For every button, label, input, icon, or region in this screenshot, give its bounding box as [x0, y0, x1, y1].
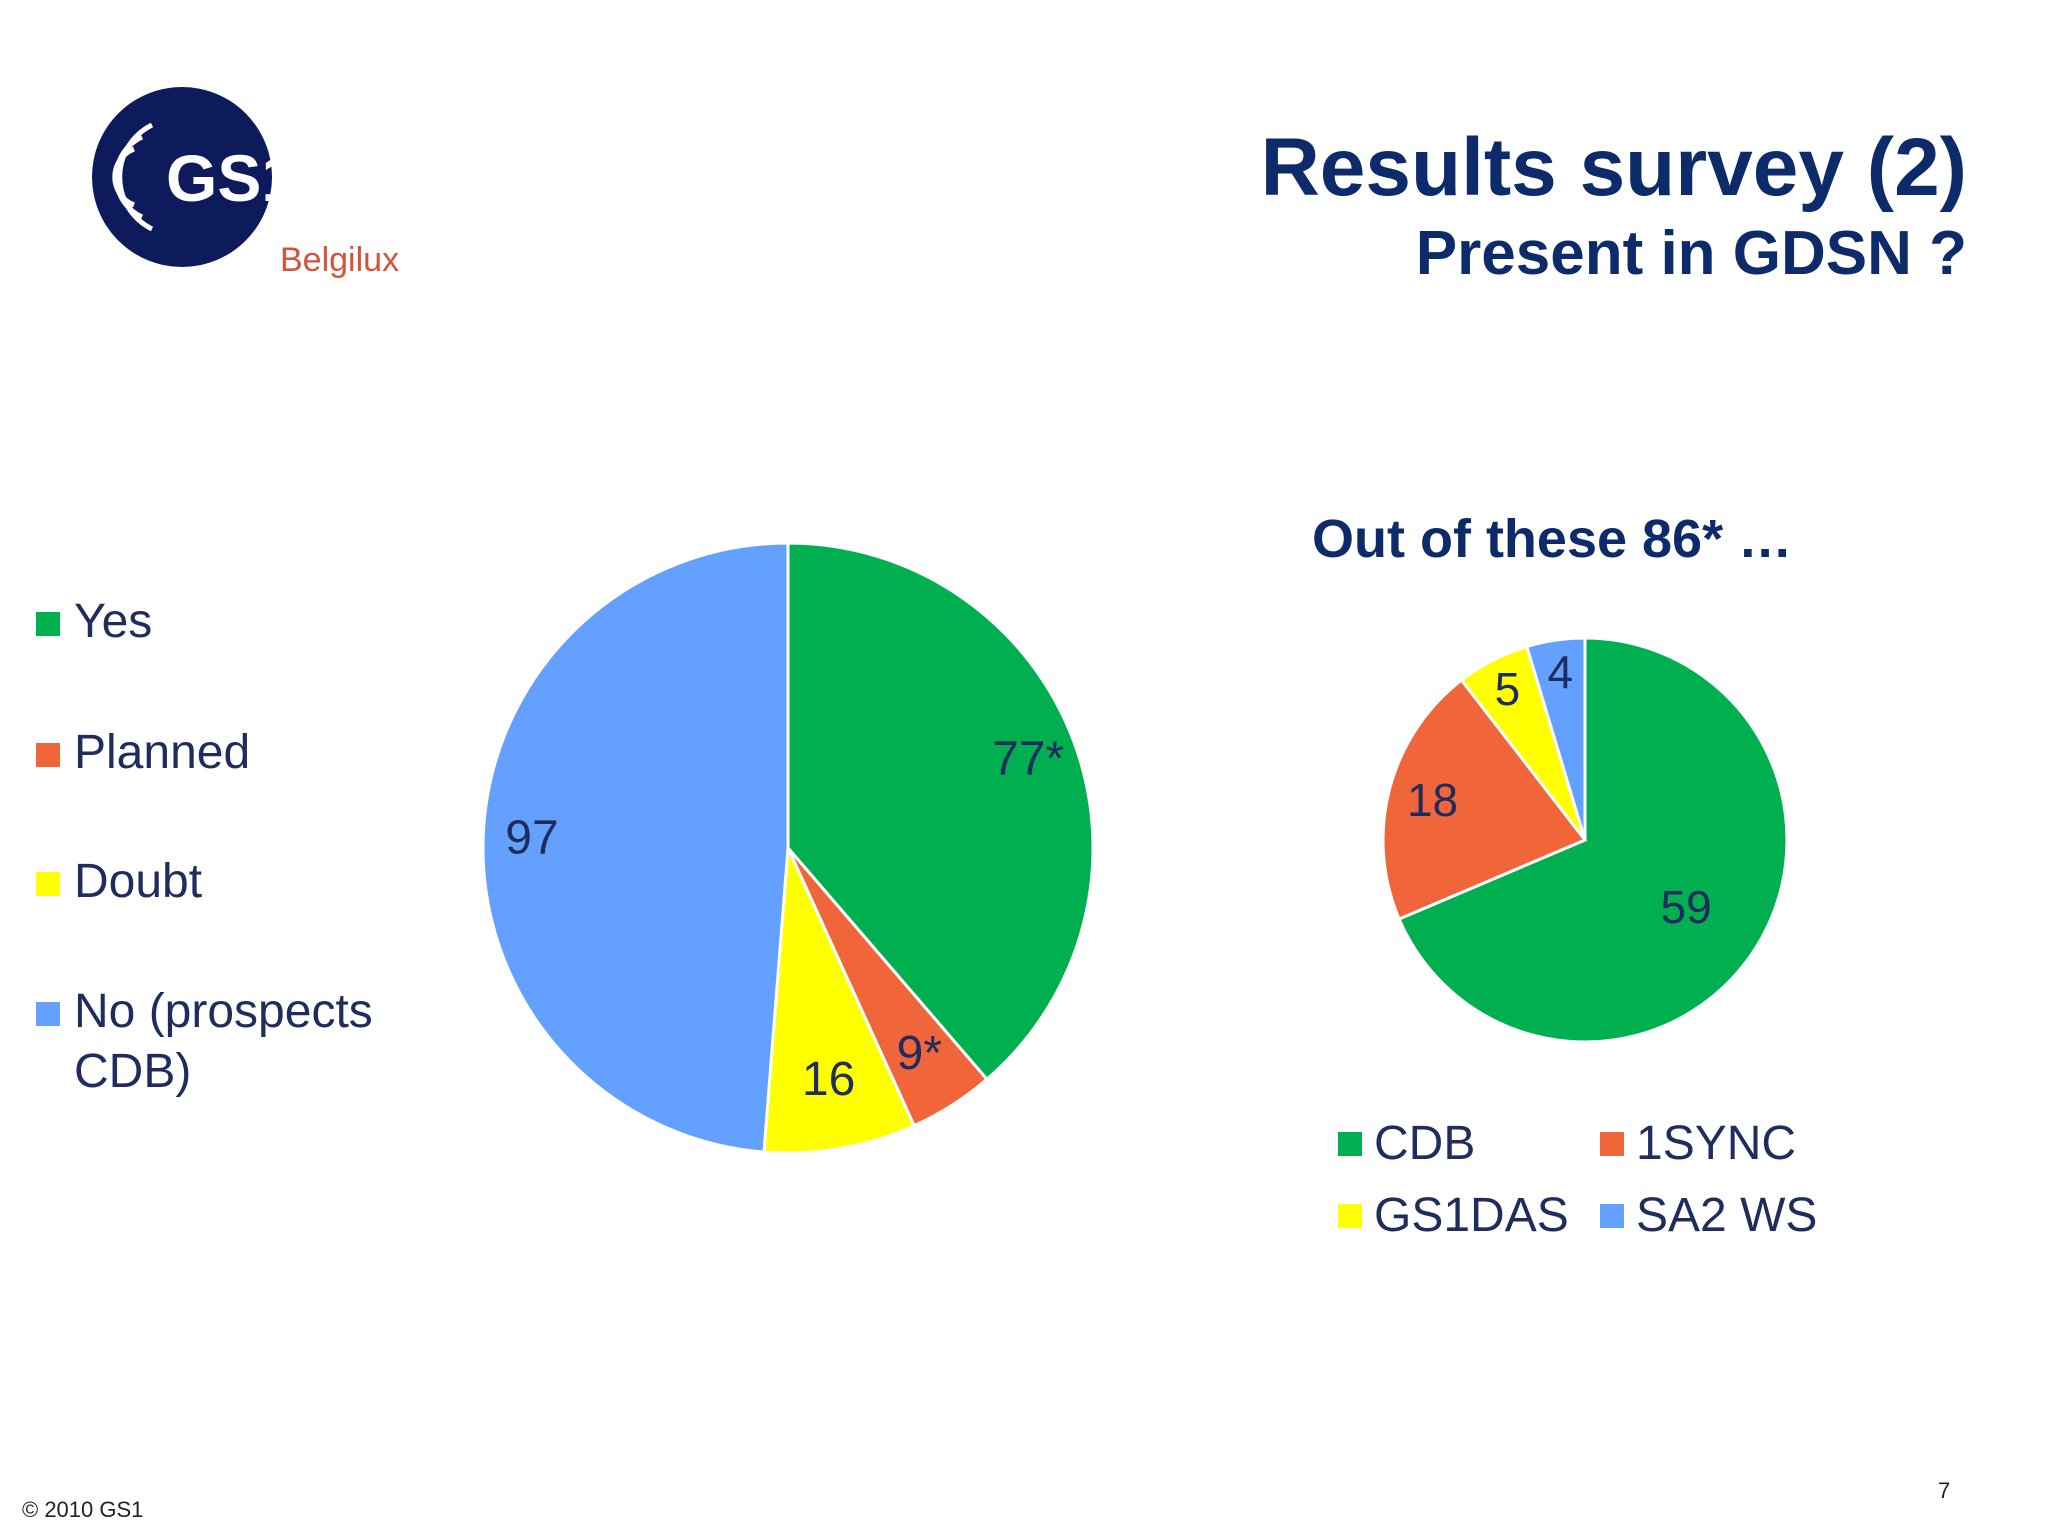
legend-swatch: [36, 612, 60, 636]
page-subtitle: Present in GDSN ?: [1415, 219, 1967, 288]
legend-label: Yes: [74, 595, 153, 648]
chart1-legend-item-no-prospects-cdb: No (prospects CDB): [36, 982, 373, 1102]
chart1-legend-item-planned: Planned: [36, 723, 250, 783]
legend-swatch: [36, 872, 60, 896]
chart2-slice-1sync: [1381, 678, 1588, 921]
chart2-legend-item-gs1das: GS1DAS: [1338, 1186, 1569, 1246]
chart1-slice-no-prospects-cdb: [481, 541, 790, 1154]
logo-text: GS1: [166, 141, 298, 215]
legend-label: GS1DAS: [1374, 1189, 1569, 1242]
legend-label: Doubt: [74, 855, 203, 908]
chart1-legend-item-doubt: Doubt: [36, 852, 202, 912]
chart2-data-label-1sync: 18: [1407, 774, 1458, 826]
chart2-legend: CDB 1SYNC GS1DAS SA2 WS: [1338, 1114, 1898, 1264]
chart1-data-label-yes: 77*: [992, 732, 1064, 785]
legend-swatch: [36, 743, 60, 767]
chart1-slice-yes: [786, 541, 1095, 1082]
legend-swatch: [36, 1002, 60, 1026]
chart2-data-label-cdb: 59: [1660, 881, 1711, 933]
legend-swatch: [1338, 1132, 1362, 1156]
copyright: © 2010 GS1: [22, 1497, 144, 1522]
page-number: 7: [1938, 1478, 1951, 1503]
gs1-belgilux-logo: GS1 Belgilux: [92, 87, 399, 279]
chart2-legend-item-cdb: CDB: [1338, 1114, 1475, 1174]
legend-label: 1SYNC: [1636, 1117, 1797, 1170]
legend-label: SA2 WS: [1636, 1189, 1818, 1242]
chart2-data-label-gs1das: 5: [1495, 663, 1521, 715]
chart2-slice-cdb: [1397, 636, 1789, 1044]
page-title: Results survey (2): [1260, 122, 1967, 213]
chart2-title: Out of these 86* …: [1312, 509, 1793, 569]
chart2-data-label-sa2-ws: 4: [1547, 646, 1573, 698]
chart1-legend-item-yes: Yes: [36, 592, 152, 652]
legend-swatch: [1600, 1132, 1624, 1156]
legend-label: No (prospects CDB): [74, 985, 373, 1098]
legend-label: Planned: [74, 726, 251, 779]
chart1-data-label-no-prospects-cdb: 97: [505, 811, 558, 864]
legend-swatch: [1338, 1204, 1362, 1228]
legend-label: CDB: [1374, 1117, 1476, 1170]
chart1-data-label-planned: 9*: [897, 1027, 942, 1080]
chart1-slice-doubt: [762, 847, 917, 1155]
logo-subtext: Belgilux: [280, 241, 399, 279]
chart2-slice-sa2-ws: [1524, 636, 1587, 841]
legend-swatch: [1600, 1204, 1624, 1228]
chart2-legend-item-1sync: 1SYNC: [1600, 1114, 1796, 1174]
chart2-legend-item-sa2-ws: SA2 WS: [1600, 1186, 1817, 1246]
chart1-data-label-doubt: 16: [802, 1053, 855, 1106]
title-block: Results survey (2) Present in GDSN ?: [1261, 120, 1967, 292]
